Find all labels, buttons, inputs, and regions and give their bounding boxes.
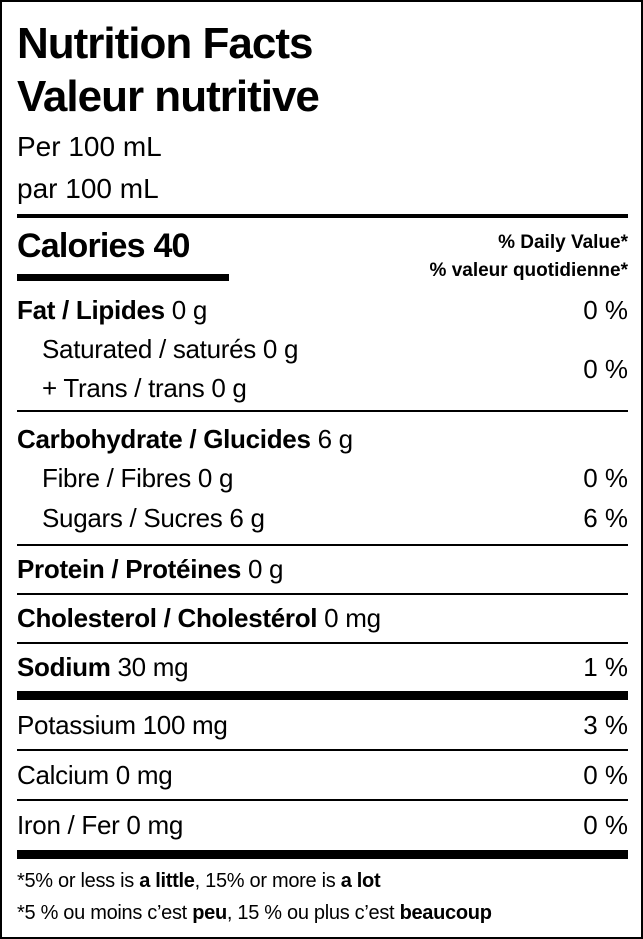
fat-amount: 0 g — [171, 295, 208, 325]
fat-row: Fat / Lipides 0 g — [17, 297, 207, 323]
calcium-label: Calcium — [17, 760, 109, 790]
potassium-label: Potassium — [17, 710, 136, 740]
dv-header-en: % Daily Value* — [498, 232, 628, 253]
iron-label: Iron / Fer — [17, 810, 120, 840]
fat-dv: 0 % — [583, 295, 628, 325]
divider-thick — [17, 850, 628, 859]
protein-label: Protein / Protéines — [17, 554, 242, 584]
calories-label: Calories — [17, 227, 146, 265]
trans-label: + Trans / trans — [42, 373, 205, 403]
calories-value: 40 — [153, 227, 190, 265]
footnote-emphasis: a lot — [340, 870, 381, 892]
carb-amount: 6 g — [317, 424, 354, 454]
title-fr: Valeur nutritive — [17, 72, 320, 121]
saturated-row: Saturated / saturés 0 g — [42, 336, 298, 362]
sugars-row: Sugars / Sucres 6 g — [42, 505, 265, 531]
calories-underline — [17, 274, 229, 281]
divider — [17, 799, 628, 801]
fibre-row: Fibre / Fibres 0 g — [42, 465, 233, 491]
footnote-text: , 15% or more is — [194, 870, 341, 892]
carb-label: Carbohydrate / Glucides — [17, 424, 311, 454]
potassium-dv: 3 % — [583, 710, 628, 740]
title-en: Nutrition Facts — [17, 19, 313, 68]
divider — [17, 593, 628, 595]
sugars-label: Sugars / Sucres — [42, 503, 223, 533]
serving-size-fr: par 100 mL — [17, 173, 159, 204]
footnote-emphasis: beaucoup — [399, 902, 492, 924]
footnote-text: *5 % ou moins c’est — [17, 902, 193, 924]
divider-thick — [17, 214, 628, 218]
fibre-dv: 0 % — [583, 463, 628, 493]
iron-dv: 0 % — [583, 810, 628, 840]
trans-row: + Trans / trans 0 g — [42, 375, 247, 401]
protein-row: Protein / Protéines 0 g — [17, 554, 284, 584]
footnote-text: , 15 % ou plus c’est — [226, 902, 400, 924]
cholesterol-label: Cholesterol / Cholestérol — [17, 603, 318, 633]
calcium-dv: 0 % — [583, 760, 628, 790]
carb-row: Carbohydrate / Glucides 6 g — [17, 426, 353, 452]
footnote-emphasis: a little — [139, 870, 195, 892]
protein-amount: 0 g — [247, 554, 284, 584]
serving-size-en: Per 100 mL — [17, 131, 162, 162]
divider — [17, 749, 628, 751]
footnote-fr: *5 % ou moins c’est peu, 15 % ou plus c’… — [17, 903, 492, 923]
sugars-dv: 6 % — [583, 503, 628, 533]
calcium-row: Calcium 0 mg — [17, 760, 173, 790]
cholesterol-row: Cholesterol / Cholestérol 0 mg — [17, 605, 381, 631]
sugars-amount: 6 g — [229, 503, 265, 533]
divider — [17, 544, 628, 546]
cholesterol-amount: 0 mg — [324, 603, 381, 633]
footnote-emphasis: peu — [192, 902, 227, 924]
footnote-text: *5% or less is — [17, 870, 140, 892]
fibre-label: Fibre / Fibres — [42, 463, 191, 493]
iron-row: Iron / Fer 0 mg — [17, 812, 183, 838]
sodium-dv: 1 % — [583, 652, 628, 682]
divider — [17, 410, 628, 412]
calories: Calories 40 — [17, 229, 190, 263]
footnote-en: *5% or less is a little, 15% or more is … — [17, 870, 381, 892]
calcium-amount: 0 mg — [115, 760, 173, 790]
divider-thick — [17, 691, 628, 700]
fat-label: Fat / Lipides — [17, 295, 165, 325]
divider — [17, 642, 628, 644]
iron-amount: 0 mg — [126, 810, 184, 840]
trans-amount: 0 g — [211, 373, 247, 403]
potassium-amount: 100 mg — [142, 710, 228, 740]
sodium-label: Sodium — [17, 652, 111, 682]
fibre-amount: 0 g — [197, 463, 234, 493]
dv-header-fr: % valeur quotidienne* — [429, 260, 628, 281]
sodium-amount: 30 mg — [117, 652, 189, 682]
saturated-label: Saturated / saturés — [42, 334, 256, 364]
sat-trans-dv: 0 % — [583, 354, 628, 384]
saturated-amount: 0 g — [262, 334, 299, 364]
sodium-row: Sodium 30 mg — [17, 652, 189, 682]
potassium-row: Potassium 100 mg — [17, 712, 228, 738]
